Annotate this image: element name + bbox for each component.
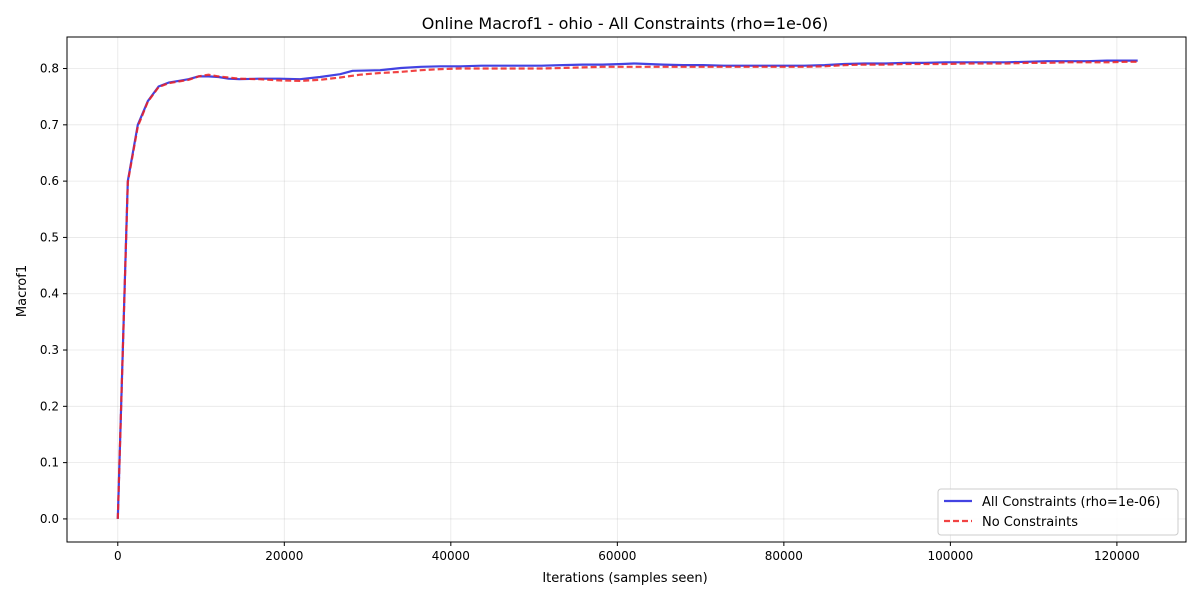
legend-box [937, 488, 1179, 536]
y-axis-ticks: 0.0 0.1 0.2 0.3 0.4 0.5 0.6 0.7 0.8 [40, 62, 67, 526]
x-axis-ticks: 0 20000 40000 60000 80000 100000 120000 [114, 542, 1140, 563]
x-tick-label: 0 [114, 549, 122, 563]
y-tick-label: 0.2 [40, 399, 59, 413]
y-tick-label: 0.6 [40, 174, 59, 188]
y-axis-label: Macrof1 [15, 265, 30, 317]
x-tick-label: 120000 [1094, 549, 1140, 563]
legend-label-no-constraints: No Constraints [982, 515, 1078, 530]
y-tick-label: 0.0 [40, 512, 59, 526]
series-lines [116, 59, 1138, 519]
series-line-all-constraints-line [116, 59, 1138, 519]
x-tick-label: 100000 [927, 549, 973, 563]
y-tick-label: 0.7 [40, 118, 59, 132]
legend-label-all-constraints: All Constraints (rho=1e-06) [982, 495, 1160, 510]
y-tick-label: 0.1 [40, 456, 59, 470]
legend: All Constraints (rho=1e-06) No Constrain… [937, 488, 1179, 536]
y-tick-label: 0.5 [40, 230, 59, 244]
y-tick-label: 0.3 [40, 343, 59, 357]
x-tick-label: 40000 [432, 549, 470, 563]
x-tick-label: 80000 [765, 549, 803, 563]
series-line-no-constraints-line [116, 60, 1138, 519]
x-tick-label: 20000 [265, 549, 303, 563]
x-tick-label: 60000 [598, 549, 636, 563]
y-tick-label: 0.8 [40, 62, 59, 76]
plot-area-frame [66, 36, 1187, 543]
y-tick-label: 0.4 [40, 287, 59, 301]
grid-lines [67, 37, 1186, 542]
x-axis-label: Iterations (samples seen) [542, 571, 707, 586]
chart-title: Online Macrof1 - ohio - All Constraints … [422, 14, 829, 33]
